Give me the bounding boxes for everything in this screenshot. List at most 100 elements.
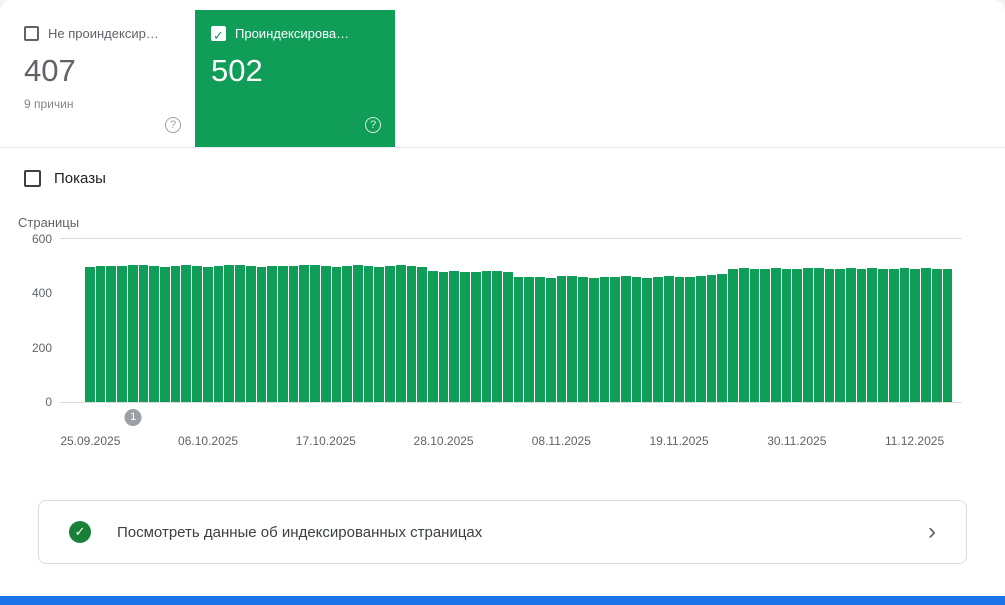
chart-bar[interactable]	[738, 268, 749, 402]
chart-bar[interactable]	[921, 268, 931, 402]
chart-bar[interactable]	[299, 265, 310, 402]
chart-bar[interactable]	[631, 276, 642, 402]
chart-bar[interactable]	[213, 266, 224, 402]
chart-bar[interactable]	[588, 277, 599, 402]
y-tick-label: 0	[45, 395, 52, 409]
chart-bar[interactable]	[824, 268, 835, 402]
chart-annotation-marker[interactable]: 1	[124, 409, 142, 426]
not-indexed-checkbox[interactable]	[24, 26, 39, 41]
chart-bar[interactable]	[760, 268, 770, 402]
view-indexed-data-link[interactable]: ✓ Посмотреть данные об индексированных с…	[38, 500, 967, 564]
chart-bar[interactable]	[256, 266, 267, 402]
indexed-checkbox-checked[interactable]: ✓	[211, 26, 226, 43]
chart-bar[interactable]	[856, 268, 867, 402]
x-tick-label: 11.12.2025	[884, 434, 945, 448]
chart-bar[interactable]	[106, 266, 117, 402]
help-icon[interactable]: ?	[165, 117, 181, 133]
impressions-checkbox[interactable]	[24, 170, 41, 187]
chart-bar[interactable]	[277, 265, 288, 402]
chart-bar[interactable]	[524, 277, 535, 402]
chart-bar[interactable]	[781, 268, 792, 402]
chart-bar[interactable]	[931, 269, 942, 402]
chart-bar[interactable]	[224, 265, 235, 402]
chart-bar[interactable]	[910, 268, 921, 402]
chart-bar[interactable]	[352, 265, 363, 402]
chart-bar[interactable]	[567, 275, 578, 402]
chart-bar[interactable]	[406, 266, 417, 402]
chart-bar[interactable]	[888, 268, 899, 402]
chart-bar[interactable]	[674, 277, 685, 402]
chart-bar[interactable]	[385, 266, 395, 402]
chart-bar[interactable]	[599, 276, 610, 402]
chart-bar[interactable]	[771, 268, 781, 402]
chart-bar[interactable]	[235, 264, 245, 402]
chart-bar[interactable]	[138, 265, 149, 402]
chart-bar[interactable]	[717, 274, 728, 402]
chart-bar[interactable]	[663, 276, 674, 402]
chart-bar[interactable]	[545, 277, 556, 402]
chart-bar[interactable]	[610, 277, 620, 402]
chart-bar[interactable]	[685, 276, 695, 402]
chart-bar[interactable]	[792, 269, 803, 402]
impressions-filter: Показы	[24, 170, 1005, 187]
chart-bar[interactable]	[170, 265, 181, 402]
chart-bar[interactable]	[331, 266, 342, 402]
help-icon[interactable]: ?	[365, 117, 381, 133]
chart-bar[interactable]	[449, 270, 460, 402]
chart-bar[interactable]	[245, 265, 256, 402]
chart-bar[interactable]	[813, 267, 824, 402]
chart-bar[interactable]	[428, 271, 438, 402]
chart-bar[interactable]	[513, 276, 524, 402]
chart-bar[interactable]	[835, 269, 846, 402]
chart-bar[interactable]	[310, 264, 320, 402]
chart-bar[interactable]	[342, 265, 352, 402]
chart-bar[interactable]	[160, 266, 170, 402]
indexed-pages-chart: Страницы 0 200 400 600 25.09.2025 06.10.2025…	[0, 215, 1005, 448]
chart-bar[interactable]	[556, 276, 567, 402]
chart-bar[interactable]	[417, 267, 427, 402]
chart-bar[interactable]	[127, 264, 138, 402]
chart-bar[interactable]	[878, 269, 888, 402]
chart-bar[interactable]	[706, 274, 717, 402]
chart-bar[interactable]	[942, 268, 953, 402]
chart-bar[interactable]	[438, 271, 449, 402]
chart-bar[interactable]	[803, 268, 813, 402]
chart-bar[interactable]	[374, 266, 385, 402]
chart-bar[interactable]	[481, 271, 492, 402]
chart-bar[interactable]	[846, 268, 856, 402]
chart-bar[interactable]	[503, 271, 513, 402]
chart-bar[interactable]	[620, 275, 631, 402]
chart-bar[interactable]	[320, 266, 331, 402]
chart-bar[interactable]	[460, 271, 470, 402]
chart-bar[interactable]	[470, 272, 481, 402]
chart-bar[interactable]	[395, 265, 406, 402]
chart-bar[interactable]	[653, 277, 663, 402]
chart-bar[interactable]	[492, 270, 503, 402]
chart-bar[interactable]	[749, 269, 760, 402]
metric-tabs-row: Не проиндексир… 407 9 причин ? ✓ Проинде…	[0, 0, 1005, 148]
tab-indexed[interactable]: ✓ Проиндексирова… 502 ?	[195, 10, 395, 147]
chart-bar[interactable]	[149, 266, 160, 402]
tab-not-indexed[interactable]: Не проиндексир… 407 9 причин ?	[8, 10, 195, 147]
chart-bar[interactable]	[578, 277, 588, 402]
chart-bar[interactable]	[85, 266, 95, 402]
chart-bar[interactable]	[363, 265, 374, 402]
chevron-right-icon[interactable]: ›	[928, 518, 936, 545]
chart-bar[interactable]	[181, 265, 192, 402]
chart-bar[interactable]	[192, 266, 202, 402]
chart-bar[interactable]	[202, 266, 213, 402]
not-indexed-reasons[interactable]: 9 причин	[24, 97, 74, 111]
chart-bar[interactable]	[642, 277, 653, 402]
chart-bar[interactable]	[695, 275, 706, 402]
chart-bar[interactable]	[95, 266, 106, 402]
not-indexed-checkbox-row: Не проиндексир…	[24, 26, 179, 41]
chart-bar[interactable]	[288, 266, 299, 402]
chart-bar[interactable]	[728, 268, 738, 402]
chart-bar[interactable]	[117, 265, 127, 402]
chart-bar[interactable]	[899, 268, 910, 402]
indexed-label: Проиндексирова…	[235, 26, 350, 41]
chart-bar[interactable]	[535, 276, 545, 402]
chart-bar[interactable]	[867, 268, 878, 402]
chart-bar[interactable]	[267, 266, 277, 402]
